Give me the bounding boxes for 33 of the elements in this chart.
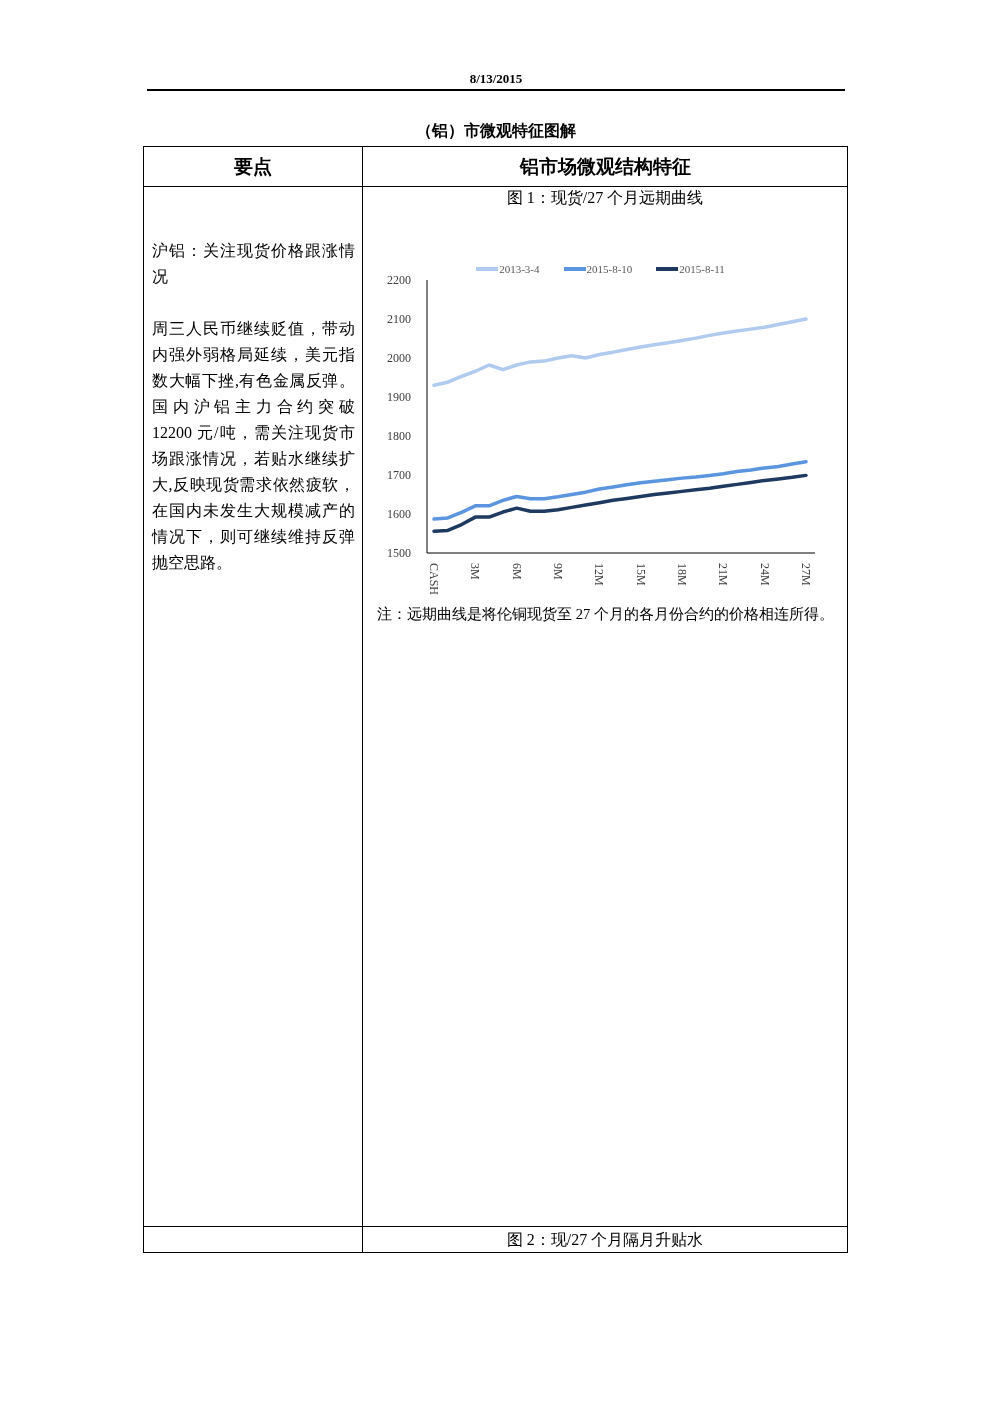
text: 沪铝：关注现货价格跟涨情况: [152, 241, 355, 287]
text: 周三人民币继续贬值，带动内强外弱格局延续，美元指数大幅下挫,有色金属反弹。国内沪铝主力合约突破 12200 元/吨，需关注现货市场跟涨情况，若贴水继续扩大,反映现货需求依然疲软，在国内未发生大规模减产的情况下，则可继续维持反弹抛空思路。: [152, 320, 355, 571]
x-tick-label: 24M: [757, 563, 772, 586]
caption: 图 2：现/27 个月隔月升贴水: [505, 1230, 705, 1250]
x-tick-label: 18M: [675, 563, 689, 586]
text: 8/13/2015: [468, 71, 524, 87]
x-tick-label: 3M: [468, 563, 483, 580]
y-tick-label: 1800: [387, 429, 411, 444]
x-tick-label: 9M: [551, 563, 565, 580]
chart-title: 图 1：现货/27 个月远期曲线: [505, 188, 705, 208]
y-tick-label: 1700: [387, 468, 411, 483]
y-tick-label: 1900: [387, 390, 411, 405]
line-series: [432, 317, 808, 388]
y-tick-label: 2000: [387, 351, 411, 366]
y-tick-label: 2100: [387, 312, 411, 327]
line-series: [432, 473, 808, 533]
text: （铝）市微观特征图解: [414, 121, 577, 141]
x-tick-label: 21M: [716, 563, 731, 586]
x-tick-label: CASH: [427, 563, 441, 596]
legend-label: 2015-8-11: [679, 263, 725, 275]
legend-label: 2015-8-10: [586, 263, 633, 275]
legend-label: 2013-3-4: [499, 263, 540, 275]
x-tick-label: 12M: [592, 563, 607, 586]
text: 注：远期曲线是将伦铜现货至 27 个月的各月份合约的价格相连所得。: [377, 605, 835, 624]
text: 要点: [232, 155, 273, 179]
x-tick-label: 27M: [799, 563, 813, 586]
x-tick-label: 6M: [509, 563, 524, 580]
x-tick-label: 15M: [633, 563, 648, 586]
line-series: [432, 459, 808, 521]
y-tick-label: 2200: [387, 273, 411, 288]
y-tick-label: 1500: [387, 546, 411, 561]
text: 铝市场微观结构特征: [518, 155, 692, 179]
y-tick-label: 1600: [387, 507, 411, 522]
